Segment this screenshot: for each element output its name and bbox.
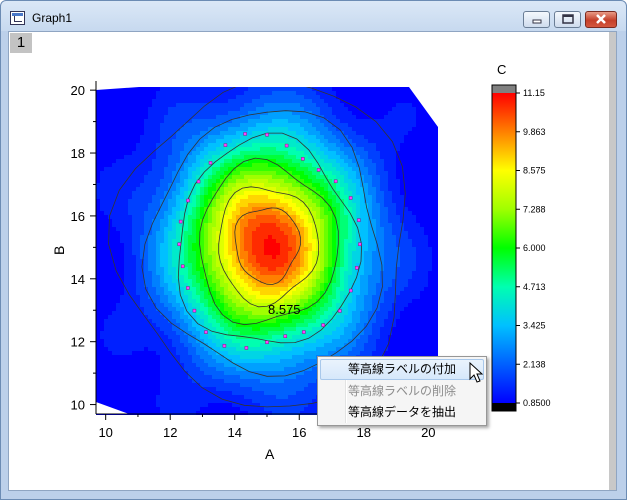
window-title: Graph1: [32, 11, 73, 25]
y-axis: 10 12 14 16 18 20: [71, 83, 96, 413]
x-axis: 10 12 14 16 18 20: [98, 414, 436, 440]
minimize-icon: [532, 19, 542, 24]
contour-chart: 8.575 10 12 14 16 18 20 10 12 14 16 18 20 A B C 11…: [51, 62, 551, 462]
menu-item-remove-contour-label[interactable]: 等高線ラベルの削除: [348, 384, 457, 398]
context-menu: 等高線ラベルの付加 等高線ラベルの削除 等高線データを抽出: [317, 356, 487, 426]
color-scale-ticks: 11.15 9.863 8.575 7.288 6.000 4.713 3.425 2.138…: [516, 88, 551, 408]
x-tick-label: 10: [98, 425, 112, 440]
contour-label[interactable]: 8.575: [268, 302, 301, 317]
y-tick-label: 12: [71, 335, 85, 350]
color-scale-tick-label: 6.000: [523, 243, 546, 253]
color-scale-tick-label: 11.15: [523, 88, 545, 98]
color-scale-tick-label: 7.288: [523, 204, 546, 214]
contour-label-handles: [177, 132, 362, 350]
x-tick-label: 14: [228, 425, 242, 440]
color-scale-tick-label: 2.138: [523, 359, 546, 369]
y-tick-label: 20: [71, 83, 85, 98]
color-scale-title: C: [497, 62, 506, 77]
y-tick-label: 16: [71, 209, 85, 224]
close-icon: [596, 14, 606, 24]
x-tick-label: 16: [292, 425, 306, 440]
graph-window-icon[interactable]: [10, 11, 25, 25]
minimize-button[interactable]: [523, 11, 550, 28]
maximize-button[interactable]: [554, 11, 581, 28]
x-tick-label: 20: [421, 425, 435, 440]
x-tick-label: 18: [357, 425, 371, 440]
graph-page: 1 8.575: [8, 31, 617, 491]
y-tick-label: 18: [71, 146, 85, 161]
y-tick-label: 14: [71, 272, 85, 287]
color-scale-tick-label: 3.425: [523, 321, 546, 331]
menu-item-add-contour-label[interactable]: 等高線ラベルの付加: [320, 359, 484, 380]
close-button[interactable]: [585, 11, 617, 28]
y-tick-label: 10: [71, 398, 85, 413]
color-scale[interactable]: [491, 84, 517, 412]
x-axis-label: A: [265, 446, 275, 462]
y-axis-label: B: [51, 246, 67, 255]
title-bar[interactable]: Graph1: [1, 1, 626, 31]
color-scale-tick-label: 4.713: [523, 282, 546, 292]
color-scale-tick-label: 0.8500: [523, 398, 551, 408]
x-tick-label: 12: [163, 425, 177, 440]
vertical-scrollbar[interactable]: [609, 32, 616, 490]
menu-item-extract-contour-data[interactable]: 等高線データを抽出: [348, 405, 457, 419]
color-scale-tick-label: 9.863: [523, 127, 546, 137]
color-scale-tick-label: 8.575: [523, 166, 546, 176]
layer-tab[interactable]: 1: [10, 33, 32, 53]
mouse-cursor-icon: [469, 362, 484, 383]
maximize-icon: [562, 14, 574, 24]
